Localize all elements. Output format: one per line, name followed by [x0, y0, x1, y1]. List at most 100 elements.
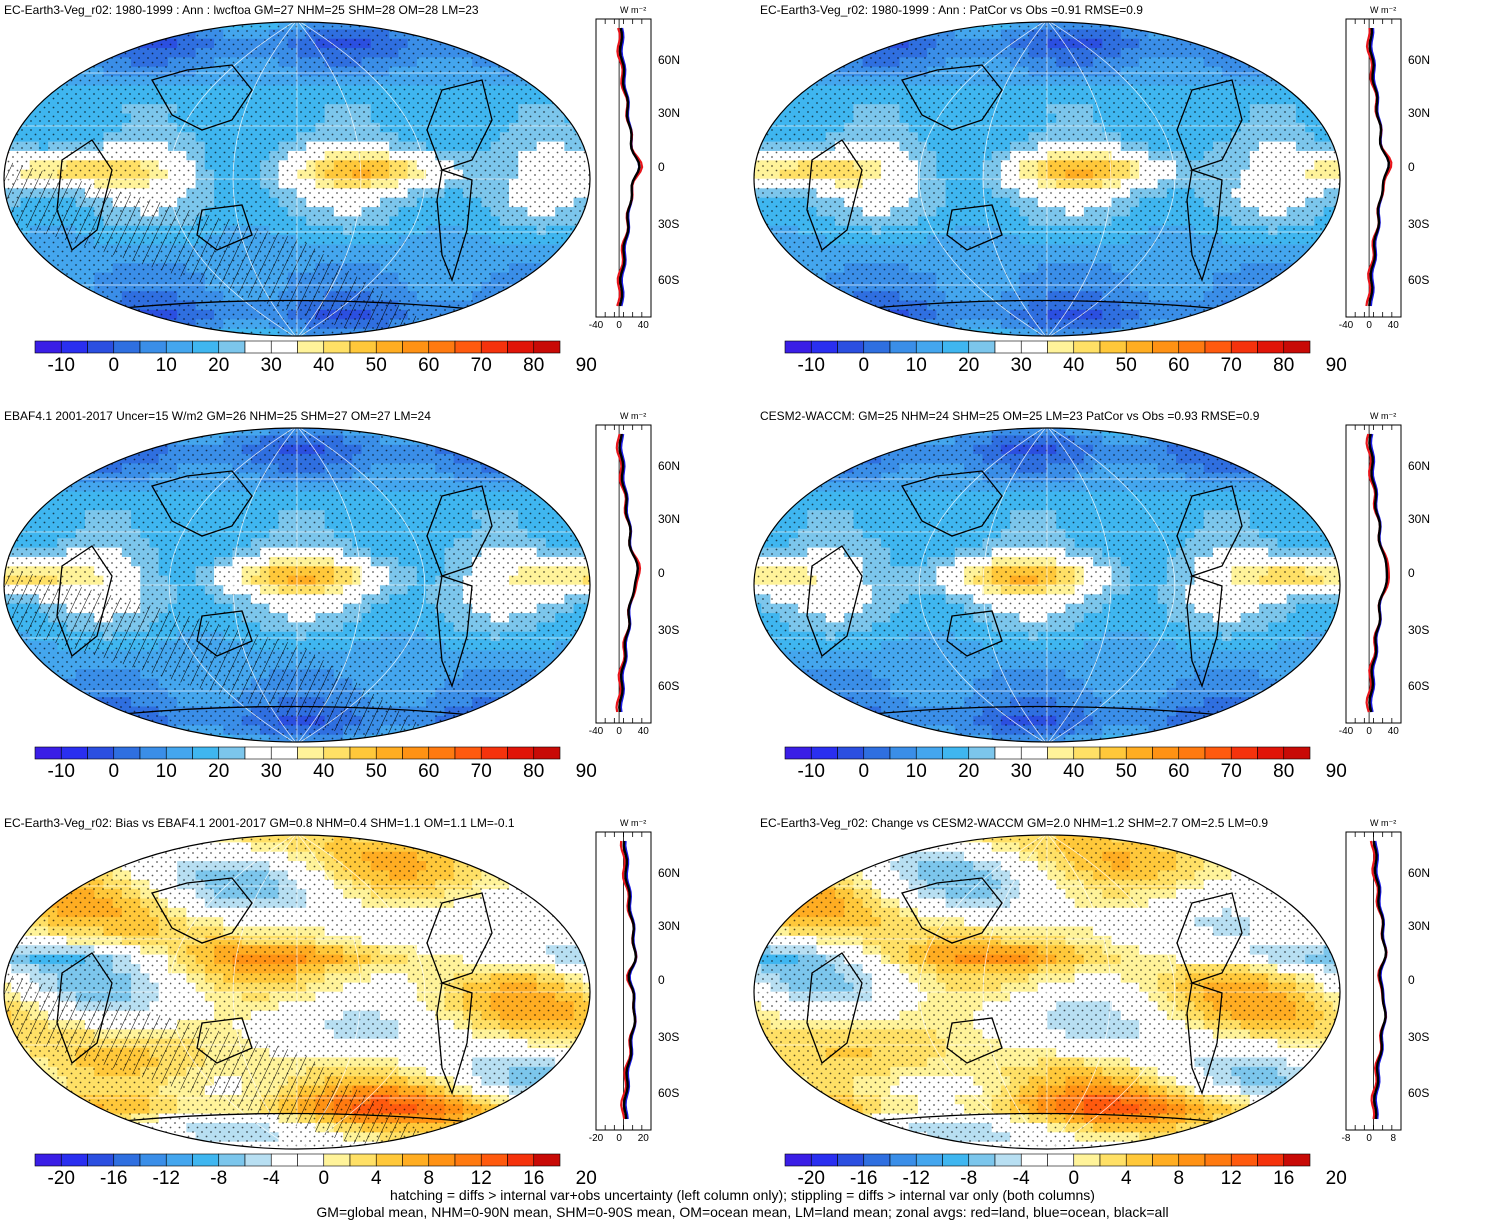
colorbar-tick-label: -4 — [1012, 1168, 1030, 1189]
latitude-label: 60S — [1408, 1086, 1430, 1101]
latitude-label: 0 — [1408, 160, 1415, 174]
zonal-x-tick-label: 8 — [1390, 1133, 1397, 1144]
colorbar-tick-label: 90 — [1325, 761, 1347, 782]
latitude-label: 60N — [1408, 458, 1431, 473]
colorbar — [34, 746, 561, 760]
colorbar-tick-label: -4 — [262, 1168, 280, 1189]
colorbar-tick-label: 90 — [575, 761, 597, 782]
panel-title: EC-Earth3-Veg_r02: 1980-1999 : Ann : lwc… — [4, 3, 479, 17]
colorbar-tick-label: 12 — [470, 1168, 492, 1189]
colorbar-tick-label: -10 — [797, 761, 825, 782]
zonal-x-tick-label: -8 — [1341, 1133, 1351, 1144]
colorbar-tick-label: 0 — [1068, 1168, 1080, 1189]
colorbar-tick-label: 70 — [1220, 355, 1242, 376]
zonal-x-tick-label: 0 — [616, 1133, 622, 1144]
panel-title: EC-Earth3-Veg_r02: 1980-1999 : Ann : Pat… — [760, 3, 1143, 17]
colorbar-tick-label: -16 — [100, 1168, 128, 1189]
world-map — [753, 834, 1341, 1150]
colorbar-tick-label: 40 — [1063, 355, 1085, 376]
zonal-x-tick-label: 0 — [1366, 726, 1372, 737]
zonal-x-tick-label: 0 — [616, 726, 622, 737]
zonal-x-tick-label: -40 — [588, 726, 604, 737]
colorbar-tick-label: 30 — [1010, 761, 1032, 782]
latitude-label: 30S — [1408, 216, 1430, 231]
colorbar-tick-label: -16 — [850, 1168, 878, 1189]
latitude-label: 0 — [658, 566, 665, 580]
colorbar-tick-label: 0 — [108, 355, 120, 376]
colorbar-tick-label: -8 — [210, 1168, 228, 1189]
colorbar-tick-label: 10 — [905, 761, 927, 782]
latitude-label: 30S — [1408, 1029, 1430, 1044]
latitude-label: 30S — [658, 622, 680, 637]
panel-6: EC-Earth3-Veg_r02: Change vs CESM2-WACCM… — [750, 813, 1485, 1213]
latitude-label: 60N — [658, 52, 681, 67]
colorbar-tick-label: 12 — [1220, 1168, 1242, 1189]
colorbar — [784, 746, 1311, 760]
latitude-label: 30S — [658, 1029, 680, 1044]
world-map — [3, 834, 591, 1150]
colorbar-tick-label: 10 — [905, 355, 927, 376]
world-map — [3, 427, 591, 743]
colorbar-tick-label: 20 — [208, 355, 230, 376]
zonal-x-tick-label: -40 — [1338, 726, 1354, 737]
latitude-label: 0 — [1408, 973, 1415, 987]
panel-1: EC-Earth3-Veg_r02: 1980-1999 : Ann : lwc… — [0, 0, 735, 400]
zonal-unit-label: W m⁻² — [620, 411, 647, 421]
latitude-label: 30S — [1408, 622, 1430, 637]
colorbar-tick-label: -20 — [797, 1168, 825, 1189]
zonal-unit-label: W m⁻² — [1370, 818, 1397, 828]
zonal-x-tick-label: 40 — [1387, 320, 1399, 331]
colorbar-tick-label: -10 — [47, 761, 75, 782]
latitude-label: 30N — [1408, 106, 1431, 121]
colorbar-tick-label: -20 — [47, 1168, 75, 1189]
panel-3: EBAF4.1 2001-2017 Uncer=15 W/m2 GM=26 NH… — [0, 406, 735, 806]
zonal-average-plot — [1345, 424, 1402, 724]
panel-title: EBAF4.1 2001-2017 Uncer=15 W/m2 GM=26 NH… — [4, 409, 431, 423]
latitude-label: 0 — [658, 973, 665, 987]
latitude-label: 30N — [1408, 512, 1431, 527]
colorbar-tick-label: 30 — [260, 355, 282, 376]
panel-5: EC-Earth3-Veg_r02: Bias vs EBAF4.1 2001-… — [0, 813, 735, 1213]
colorbar-tick-label: 20 — [208, 761, 230, 782]
zonal-unit-label: W m⁻² — [620, 5, 647, 15]
colorbar-tick-label: 8 — [1173, 1168, 1185, 1189]
zonal-average-plot — [1345, 18, 1402, 318]
colorbar-tick-label: 60 — [1168, 761, 1190, 782]
latitude-label: 60S — [658, 1086, 680, 1101]
zonal-x-tick-label: 40 — [637, 320, 649, 331]
colorbar — [34, 340, 561, 354]
colorbar — [34, 1153, 561, 1167]
footer-line-2: GM=global mean, NHM=0-90N mean, SHM=0-90… — [316, 1204, 1169, 1220]
latitude-label: 30N — [658, 919, 681, 934]
colorbar-tick-label: 8 — [423, 1168, 435, 1189]
panel-2: EC-Earth3-Veg_r02: 1980-1999 : Ann : Pat… — [750, 0, 1485, 400]
colorbar-tick-label: 70 — [470, 355, 492, 376]
colorbar-tick-label: 90 — [1325, 355, 1347, 376]
colorbar-tick-label: 0 — [858, 355, 870, 376]
latitude-label: 60S — [658, 679, 680, 694]
latitude-label: 60S — [658, 273, 680, 288]
latitude-label: 60S — [1408, 273, 1430, 288]
zonal-x-tick-label: 0 — [1366, 1133, 1372, 1144]
latitude-label: 60N — [1408, 52, 1431, 67]
colorbar-tick-label: 30 — [1010, 355, 1032, 376]
colorbar-tick-label: 80 — [1273, 761, 1295, 782]
panel-4: CESM2-WACCM: GM=25 NHM=24 SHM=25 OM=25 L… — [750, 406, 1485, 806]
colorbar-tick-label: 10 — [155, 355, 177, 376]
colorbar-tick-label: 40 — [1063, 761, 1085, 782]
colorbar-tick-label: 30 — [260, 761, 282, 782]
colorbar-tick-label: 0 — [108, 761, 120, 782]
colorbar-tick-label: -8 — [960, 1168, 978, 1189]
colorbar-tick-label: 20 — [575, 1168, 597, 1189]
zonal-x-tick-label: -40 — [1338, 320, 1354, 331]
colorbar-tick-label: 0 — [858, 761, 870, 782]
latitude-label: 30N — [658, 106, 681, 121]
latitude-label: 30N — [1408, 919, 1431, 934]
world-map — [753, 427, 1341, 743]
colorbar-tick-label: -10 — [797, 355, 825, 376]
zonal-x-tick-label: 20 — [637, 1133, 649, 1144]
colorbar-tick-label: 50 — [1115, 761, 1137, 782]
zonal-x-tick-label: 0 — [1366, 320, 1372, 331]
colorbar — [784, 1153, 1311, 1167]
zonal-average-plot — [1345, 831, 1402, 1131]
